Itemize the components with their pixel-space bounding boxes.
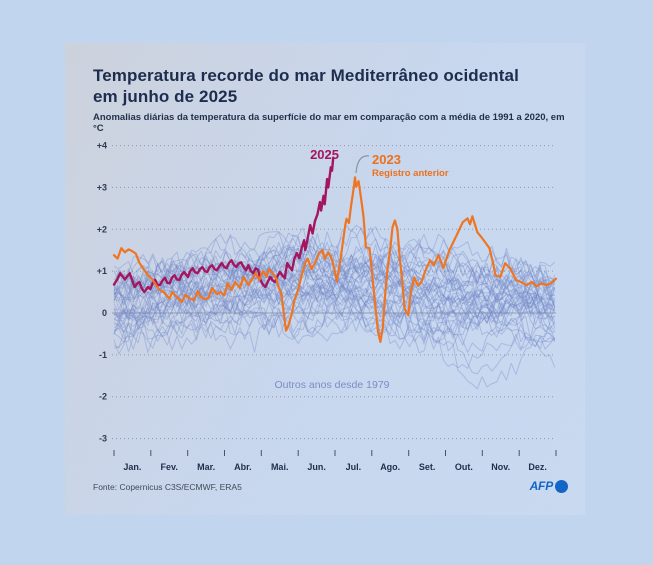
series-2023-sublabel: Registro anterior bbox=[372, 168, 449, 179]
month-label: Nov. bbox=[491, 462, 510, 472]
afp-logo-circle-icon bbox=[555, 479, 568, 493]
month-label: Jan. bbox=[123, 462, 141, 472]
y-axis-label: +4 bbox=[97, 141, 107, 151]
y-axis-label: -1 bbox=[99, 350, 107, 360]
month-label: Abr. bbox=[234, 462, 252, 472]
source-note: Fonte: Copernicus C3S/ECMWF, ERA5 bbox=[93, 482, 242, 492]
month-label: Fev. bbox=[161, 462, 178, 472]
infographic-card: Temperatura recorde do mar Mediterrâneo … bbox=[65, 43, 585, 515]
label-connector-2023 bbox=[355, 155, 370, 174]
y-axis-label: +2 bbox=[97, 224, 107, 234]
month-label: Set. bbox=[419, 462, 436, 472]
y-axis-label: -3 bbox=[99, 434, 107, 444]
background-years-label: Outros anos desde 1979 bbox=[275, 379, 390, 391]
y-axis-label: +1 bbox=[97, 266, 107, 276]
series-2023-label: 2023 bbox=[372, 152, 401, 167]
month-label: Dez. bbox=[528, 462, 547, 472]
chart-canvas: +4 +3 +2 +1 0 -1 -2 -3 Outros anos desde 1979 202… bbox=[97, 141, 558, 472]
afp-logo: AFP bbox=[530, 479, 568, 493]
month-label: Mai. bbox=[271, 462, 289, 472]
y-axis-label: 0 bbox=[102, 308, 107, 318]
month-label: Ago. bbox=[380, 462, 400, 472]
afp-logo-text: AFP bbox=[529, 479, 554, 493]
y-axis-label: -2 bbox=[99, 392, 107, 402]
series-2025-label: 2025 bbox=[310, 147, 339, 162]
y-axis-label: +3 bbox=[97, 182, 107, 192]
month-label: Jun. bbox=[307, 462, 326, 472]
month-label: Jul. bbox=[346, 462, 362, 472]
month-label: Out. bbox=[455, 462, 473, 472]
month-label: Mar. bbox=[197, 462, 215, 472]
